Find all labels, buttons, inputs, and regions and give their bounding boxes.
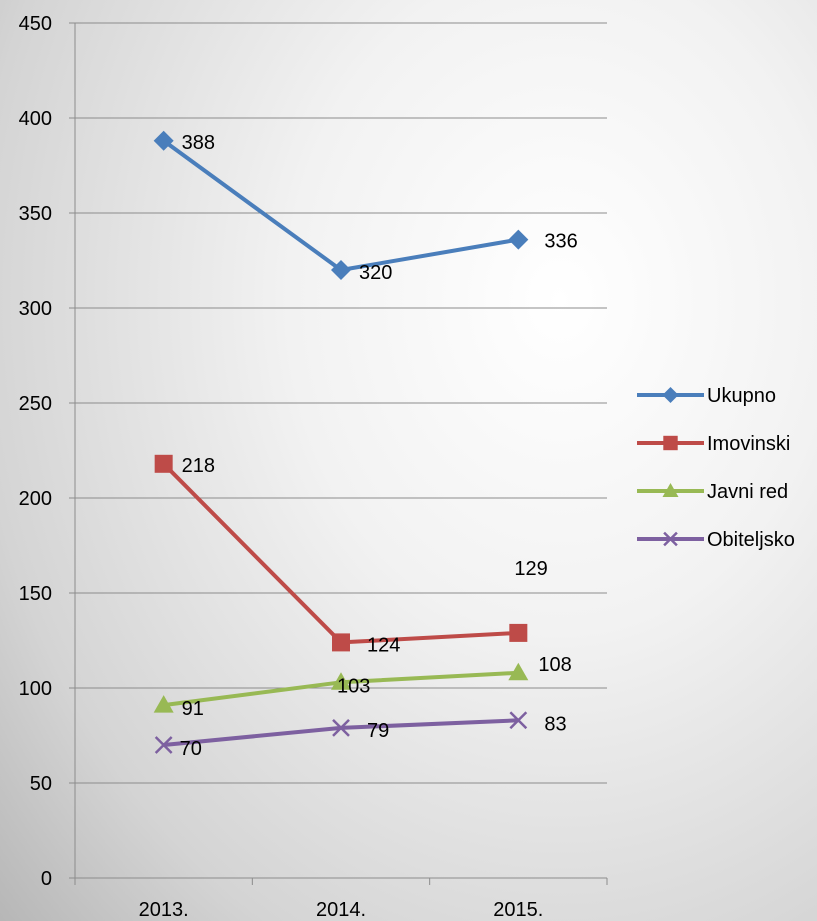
data-label: 103 (337, 675, 370, 697)
data-point (154, 736, 173, 754)
data-label: 108 (538, 654, 571, 676)
legend-marker (663, 435, 678, 451)
data-point (153, 695, 174, 713)
data-point (332, 633, 350, 652)
series-lines (153, 130, 529, 754)
data-label: 388 (182, 132, 215, 154)
y-tick-label: 0 (41, 868, 52, 890)
data-label: 336 (544, 231, 577, 253)
legend-item: Javni red (637, 481, 788, 503)
legend-label: Imovinski (707, 433, 790, 455)
legend: Ukupno Imovinski Javni red Obiteljsko (637, 385, 795, 551)
series-line (162, 462, 519, 645)
legend-marker (662, 483, 679, 497)
series-ukupno (153, 130, 529, 280)
legend-item: Obiteljsko (637, 529, 795, 551)
data-label: 320 (359, 262, 392, 284)
x-tick-label: 2013. (139, 899, 189, 921)
data-point (509, 623, 528, 642)
y-tick-label: 300 (19, 298, 52, 320)
data-point (509, 711, 528, 730)
data-label: 124 (367, 634, 400, 656)
data-label: 218 (182, 455, 215, 477)
data-point (508, 229, 529, 250)
y-tick-label: 50 (30, 773, 52, 795)
data-labels: 388 320 336 218 124 129 91 103 108 70 79 83 (180, 132, 578, 760)
series-imovinski (154, 454, 528, 652)
legend-item: Imovinski (637, 433, 790, 455)
y-tick-label: 150 (19, 583, 52, 605)
legend-marker (662, 387, 679, 403)
axes (74, 23, 607, 879)
legend-item: Ukupno (637, 385, 776, 407)
y-tick-label: 350 (19, 203, 52, 225)
legend-label: Obiteljsko (707, 529, 795, 551)
y-tick-label: 200 (19, 488, 52, 510)
series-line (163, 718, 519, 747)
y-tick-label: 100 (19, 678, 52, 700)
series-line (162, 139, 519, 272)
y-tick-label: 400 (19, 108, 52, 130)
series-javni-red (153, 662, 529, 713)
data-label: 70 (180, 738, 202, 760)
data-point (332, 719, 350, 737)
y-tick-label: 250 (19, 393, 52, 415)
y-axis-ticks: 0 50 100 150 200 250 300 350 400 450 (19, 13, 75, 890)
x-axis-ticks: 2013. 2014. 2015. (74, 878, 608, 921)
data-point (331, 260, 351, 280)
x-tick-label: 2015. (493, 899, 543, 921)
y-tick-label: 450 (19, 13, 52, 35)
data-point (153, 130, 174, 151)
data-point (331, 672, 351, 690)
data-label: 91 (182, 698, 204, 720)
legend-marker (663, 531, 678, 547)
data-label: 79 (367, 720, 389, 742)
legend-label: Javni red (707, 481, 788, 503)
legend-label: Ukupno (707, 385, 776, 407)
data-label: 83 (544, 713, 566, 735)
data-point (154, 454, 173, 473)
gridlines (75, 22, 607, 784)
x-tick-label: 2014. (316, 899, 366, 921)
data-point (508, 662, 529, 681)
data-label: 129 (514, 558, 547, 580)
series-obiteljsko (154, 711, 528, 754)
